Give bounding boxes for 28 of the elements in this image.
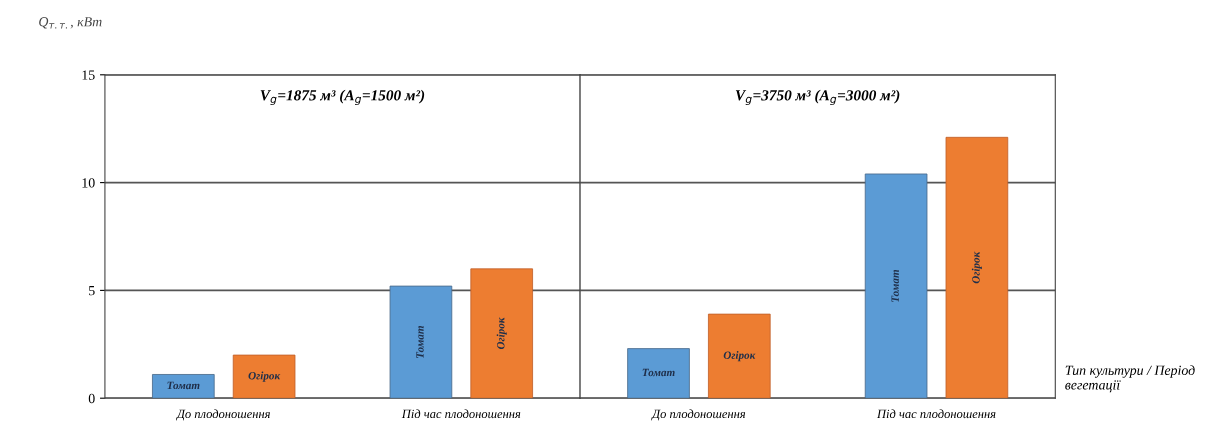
bar (152, 374, 215, 399)
y-axis-title: Q$_{т.т.}$, кВт (39, 17, 102, 29)
x-tick-label: До плодоношення (176, 409, 270, 421)
text: Томат (891, 269, 899, 302)
series-label: Томат (642, 368, 675, 377)
x-tick-label: Під час плодоношення (401, 409, 521, 419)
text: Огірок (971, 251, 982, 284)
bar (470, 268, 534, 399)
y-tick-label: 5 (89, 286, 95, 296)
y-tick-label: 0 (88, 393, 95, 404)
y-tick-label: 15 (82, 70, 95, 80)
series-label: Томат (167, 381, 200, 390)
series-label: Огірок (723, 351, 756, 362)
text: Огірок (496, 317, 507, 350)
x-axis-title: Тип культури / Період вегетації (1065, 365, 1195, 393)
x-tick-label: До плодоношення (651, 409, 746, 421)
bar (707, 313, 771, 399)
text: V$_{g}$=1875 м³ (A$_{g}$=1500 м²) (260, 89, 425, 106)
bar (627, 348, 690, 399)
bar (389, 285, 453, 399)
y-tick-label: 10 (82, 178, 95, 188)
bar (232, 354, 296, 399)
series-label: Огірок (248, 371, 281, 382)
bar (864, 173, 928, 399)
bar (945, 136, 1009, 399)
text: V$_{g}$=3750 м³ (A$_{g}$=3000 м²) (735, 89, 900, 106)
x-tick-label: Під час плодоношення (876, 409, 996, 419)
text: Томат (416, 326, 424, 358)
